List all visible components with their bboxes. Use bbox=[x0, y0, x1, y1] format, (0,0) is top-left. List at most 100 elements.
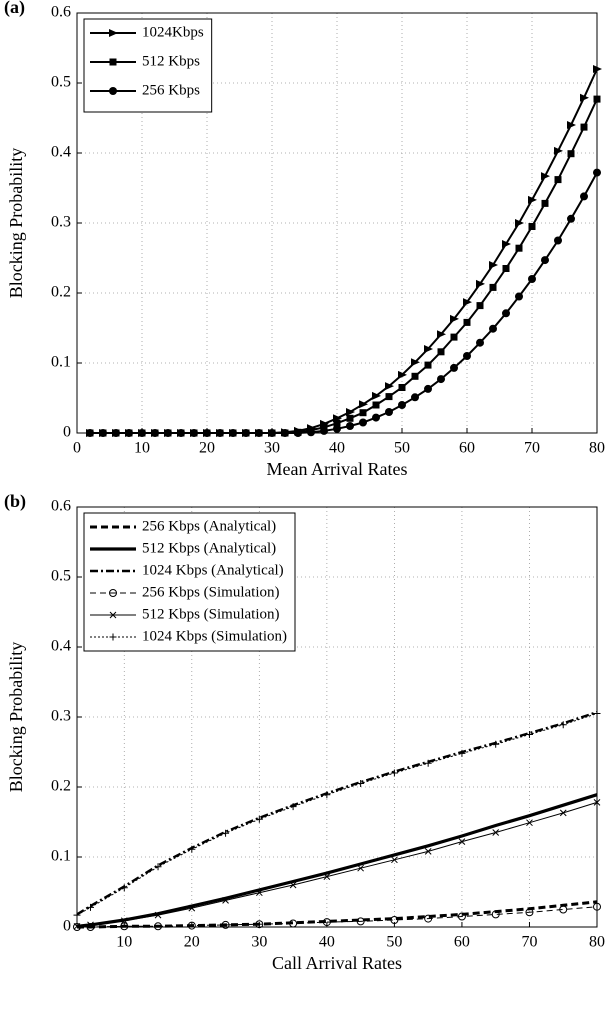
marker bbox=[492, 829, 500, 836]
marker bbox=[476, 338, 484, 347]
marker bbox=[593, 95, 601, 103]
marker bbox=[567, 121, 576, 129]
marker bbox=[289, 803, 297, 811]
x-tick-label: 40 bbox=[329, 440, 345, 457]
marker bbox=[424, 759, 432, 767]
y-tick-label: 0.5 bbox=[51, 74, 71, 91]
marker bbox=[346, 408, 355, 416]
marker bbox=[526, 819, 533, 827]
legend-box bbox=[83, 512, 296, 652]
marker bbox=[463, 298, 472, 307]
marker bbox=[491, 910, 500, 919]
marker bbox=[398, 370, 407, 379]
marker bbox=[109, 589, 117, 597]
marker bbox=[391, 856, 398, 864]
marker bbox=[385, 408, 393, 416]
marker bbox=[525, 731, 533, 738]
x-tick-label: 70 bbox=[524, 440, 540, 457]
x-tick-label: 50 bbox=[386, 934, 402, 951]
marker bbox=[457, 912, 466, 921]
marker bbox=[390, 916, 399, 924]
legend-label: 512 Kbps (Analytical) bbox=[142, 540, 276, 556]
y-tick-label: 0.4 bbox=[51, 144, 71, 161]
marker bbox=[222, 829, 230, 837]
marker bbox=[255, 429, 263, 437]
series-line bbox=[76, 793, 598, 928]
marker bbox=[554, 146, 563, 155]
marker bbox=[593, 799, 601, 806]
marker bbox=[450, 314, 459, 323]
marker bbox=[580, 192, 588, 201]
marker bbox=[307, 428, 315, 437]
y-tick-label: 0.1 bbox=[51, 848, 71, 865]
x-tick-label: 0 bbox=[73, 440, 81, 457]
marker bbox=[242, 429, 250, 437]
marker bbox=[190, 429, 198, 437]
marker bbox=[411, 393, 419, 402]
marker bbox=[323, 873, 331, 880]
marker bbox=[489, 261, 498, 269]
marker bbox=[187, 921, 196, 930]
marker bbox=[489, 324, 497, 333]
marker bbox=[424, 848, 432, 855]
marker bbox=[580, 93, 589, 102]
x-tick-label: 20 bbox=[199, 440, 215, 457]
marker bbox=[359, 409, 367, 417]
y-tick-label: 0.3 bbox=[51, 708, 71, 725]
marker bbox=[528, 195, 537, 204]
marker bbox=[120, 922, 129, 931]
marker bbox=[559, 809, 567, 817]
y-tick-label: 0 bbox=[63, 918, 71, 935]
marker bbox=[221, 920, 230, 929]
marker bbox=[463, 318, 471, 326]
marker bbox=[229, 429, 237, 437]
marker bbox=[580, 123, 588, 131]
marker bbox=[528, 223, 536, 230]
marker bbox=[385, 382, 394, 391]
marker bbox=[154, 911, 162, 919]
marker bbox=[289, 881, 297, 889]
marker bbox=[99, 429, 107, 437]
marker bbox=[515, 244, 523, 252]
marker bbox=[281, 429, 289, 437]
marker bbox=[424, 914, 433, 923]
marker bbox=[188, 904, 196, 912]
x-tick-label: 10 bbox=[116, 934, 132, 951]
marker bbox=[502, 265, 510, 272]
chart-panel: 0 10 20 30 40 50 60 70 80 0 0.1 0.2 0.3 0.4 0.5 0.6 (a) M… bbox=[4, 0, 605, 479]
series-line bbox=[77, 906, 598, 928]
marker bbox=[356, 917, 365, 926]
marker bbox=[528, 275, 536, 283]
marker bbox=[357, 780, 365, 787]
y-axis-label: Blocking Probability bbox=[6, 642, 26, 793]
marker bbox=[502, 309, 510, 318]
marker bbox=[567, 214, 575, 223]
marker bbox=[346, 422, 354, 430]
x-tick-label: 80 bbox=[589, 440, 605, 457]
legend-label: 1024 Kbps (Simulation) bbox=[142, 628, 287, 644]
legend-label: 256 Kbps (Analytical) bbox=[142, 518, 276, 534]
y-axis-label: Blocking Probability bbox=[6, 148, 26, 299]
marker bbox=[73, 923, 81, 931]
marker bbox=[476, 302, 484, 310]
y-tick-label: 0 bbox=[63, 424, 71, 441]
marker bbox=[554, 176, 562, 184]
marker bbox=[109, 633, 117, 641]
legend-label: 256 Kbps (Simulation) bbox=[142, 584, 280, 600]
x-tick-label: 20 bbox=[184, 934, 200, 951]
marker bbox=[437, 330, 446, 339]
marker bbox=[554, 236, 562, 245]
legend-box bbox=[83, 18, 213, 113]
marker bbox=[323, 791, 331, 799]
marker bbox=[359, 400, 368, 409]
marker bbox=[320, 426, 328, 435]
marker bbox=[125, 429, 133, 437]
marker bbox=[559, 721, 567, 729]
marker bbox=[120, 917, 128, 925]
x-tick-label: 40 bbox=[319, 934, 335, 951]
marker bbox=[372, 391, 381, 400]
legend-label: 1024Kbps bbox=[142, 24, 204, 40]
marker bbox=[154, 863, 162, 871]
marker bbox=[489, 283, 497, 291]
